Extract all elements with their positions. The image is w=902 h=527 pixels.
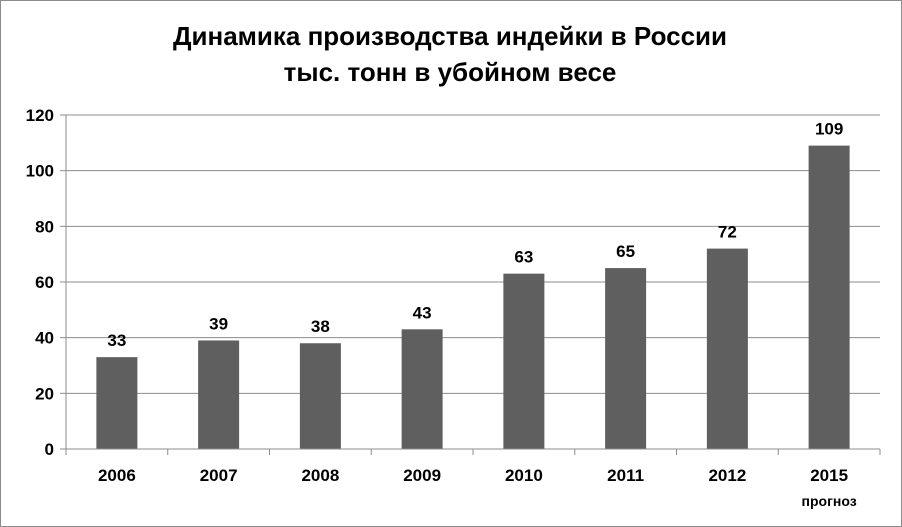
bar-2012 bbox=[706, 248, 748, 449]
bar-2015 bbox=[808, 145, 850, 449]
bar-2011 bbox=[605, 268, 647, 449]
x-tick-label-2009: 2009 bbox=[403, 466, 441, 485]
category-note-2015: прогноз bbox=[802, 493, 857, 509]
bar-2009 bbox=[401, 329, 443, 449]
data-label-2010: 63 bbox=[514, 248, 533, 267]
y-tick-label: 40 bbox=[35, 329, 54, 348]
x-tick-label-2007: 2007 bbox=[200, 466, 238, 485]
y-tick-label: 60 bbox=[35, 273, 54, 292]
chart-title-line-1: Динамика производства индейки в России bbox=[173, 21, 727, 51]
y-tick-label: 100 bbox=[26, 162, 54, 181]
bars bbox=[96, 145, 850, 449]
bar-2010 bbox=[503, 273, 545, 449]
data-label-2006: 33 bbox=[107, 331, 126, 350]
x-tick-label-2015: 2015 bbox=[810, 466, 848, 485]
axes bbox=[60, 114, 881, 455]
y-tick-label: 20 bbox=[35, 384, 54, 403]
labels: 0 20 40 60 80 100 120 33 2006 39 2007 38 2008 43 2009 6… bbox=[26, 106, 857, 509]
bar-2006 bbox=[96, 357, 138, 449]
x-tick-label-2010: 2010 bbox=[505, 466, 543, 485]
y-tick-label: 80 bbox=[35, 217, 54, 236]
data-label-2015: 109 bbox=[815, 120, 843, 139]
data-label-2007: 39 bbox=[209, 314, 228, 333]
chart-title-line-2: тыс. тонн в убойном весе bbox=[283, 57, 617, 87]
x-tick-label-2011: 2011 bbox=[607, 466, 644, 485]
x-tick-label-2008: 2008 bbox=[301, 466, 339, 485]
bar-2007 bbox=[198, 340, 240, 449]
bar-2008 bbox=[299, 343, 341, 449]
x-tick-label-2006: 2006 bbox=[98, 466, 136, 485]
data-label-2012: 72 bbox=[718, 223, 737, 242]
data-label-2009: 43 bbox=[413, 303, 432, 322]
y-tick-label: 0 bbox=[45, 440, 54, 459]
x-tick-label-2012: 2012 bbox=[708, 466, 746, 485]
gridlines bbox=[66, 114, 880, 394]
data-label-2008: 38 bbox=[311, 317, 330, 336]
chart-title: Динамика производства индейки в России т… bbox=[0, 18, 900, 90]
y-tick-label: 120 bbox=[26, 106, 54, 125]
data-label-2011: 65 bbox=[616, 242, 635, 261]
